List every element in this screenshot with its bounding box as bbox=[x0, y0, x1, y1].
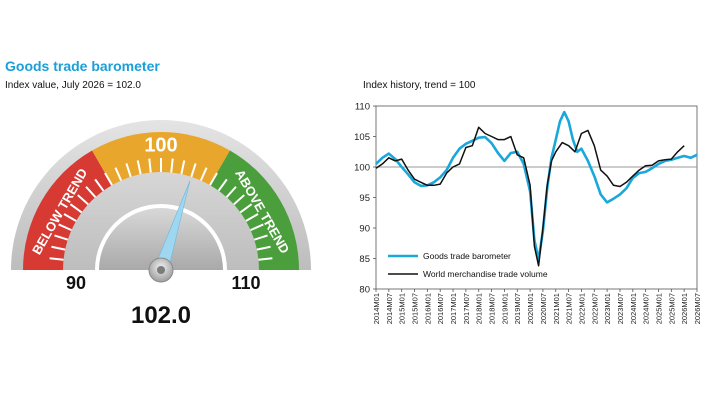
gauge-tick bbox=[180, 160, 186, 175]
y-tick-label: 110 bbox=[355, 102, 370, 113]
y-tick-label: 85 bbox=[359, 254, 370, 265]
gauge-max-label: 110 bbox=[231, 273, 260, 293]
x-tick-label: 2021M07 bbox=[565, 293, 574, 324]
x-tick-label: 2014M01 bbox=[372, 293, 381, 324]
x-tick-label: 2018M01 bbox=[475, 293, 484, 324]
gauge-tick bbox=[148, 158, 152, 173]
gauge-band-above-trend bbox=[209, 150, 299, 270]
gauge-tick bbox=[217, 178, 228, 192]
x-tick-label: 2024M07 bbox=[642, 293, 651, 324]
gauge-tick bbox=[49, 257, 64, 261]
gauge-tick bbox=[85, 186, 97, 198]
page-title: Goods trade barometer bbox=[5, 58, 160, 74]
x-tick-label: 2016M01 bbox=[423, 293, 432, 324]
x-tick-label: 2023M07 bbox=[616, 293, 625, 324]
x-tick-label: 2023M01 bbox=[603, 293, 612, 324]
gauge-inner-dial bbox=[99, 208, 223, 270]
line-chart-title: Index history, trend = 100 bbox=[363, 80, 476, 91]
gauge-tick bbox=[63, 213, 77, 222]
x-tick-label: 2019M07 bbox=[513, 293, 522, 324]
gauge-tick bbox=[69, 203, 83, 214]
gauge-band-label: 100 bbox=[144, 134, 177, 156]
x-tick-label: 2026M07 bbox=[693, 293, 702, 324]
gauge-tick bbox=[233, 194, 245, 206]
x-tick-label: 2015M07 bbox=[411, 293, 420, 324]
plot-frame bbox=[375, 105, 698, 290]
gauge-tick bbox=[77, 194, 89, 206]
x-tick-label: 2019M01 bbox=[500, 293, 509, 324]
gauge-hub-dot bbox=[157, 266, 165, 274]
gauge-tick bbox=[58, 223, 72, 232]
y-tick-label: 90 bbox=[359, 224, 370, 235]
x-tick-label: 2022M01 bbox=[577, 293, 586, 324]
x-tick-label: 2025M07 bbox=[667, 293, 676, 324]
gauge-tick bbox=[51, 245, 66, 251]
gauge-tick bbox=[256, 245, 271, 251]
legend-label: Goods trade barometer bbox=[423, 251, 511, 261]
gauge-tick bbox=[170, 158, 174, 173]
gauge-tick bbox=[253, 234, 268, 241]
x-tick-label: 2020M07 bbox=[539, 293, 548, 324]
x-tick-label: 2025M01 bbox=[654, 293, 663, 324]
gauge-tick bbox=[258, 257, 273, 261]
gauge-tick bbox=[54, 234, 69, 241]
series-line-world-merchandise-trade-volume bbox=[375, 126, 685, 267]
y-tick-label: 100 bbox=[354, 163, 370, 174]
legend-label: World merchandise trade volume bbox=[423, 269, 548, 279]
gauge-band-below-trend bbox=[23, 150, 113, 270]
gauge-tick bbox=[104, 172, 113, 186]
series-line-goods-trade-barometer bbox=[375, 110, 698, 261]
x-tick-label: 2015M01 bbox=[398, 293, 407, 324]
x-tick-label: 2022M07 bbox=[590, 293, 599, 324]
gauge-tick bbox=[94, 178, 105, 192]
y-tick-label: 105 bbox=[354, 132, 370, 143]
gauge-tick bbox=[209, 172, 218, 186]
x-tick-label: 2021M01 bbox=[552, 293, 561, 324]
gauge-tick bbox=[199, 167, 208, 181]
y-tick-label: 95 bbox=[359, 193, 370, 204]
x-tick-label: 2024M01 bbox=[629, 293, 638, 324]
page-subtitle: Index value, July 2026 = 102.0 bbox=[5, 80, 141, 91]
gauge-tick bbox=[250, 223, 264, 232]
gauge-tick bbox=[239, 203, 253, 214]
x-tick-label: 2017M01 bbox=[449, 293, 458, 324]
gauge-value-label: 102.0 bbox=[131, 302, 191, 329]
x-tick-label: 2016M07 bbox=[436, 293, 445, 324]
y-tick-label: 80 bbox=[359, 285, 370, 296]
gauge-min-label: 90 bbox=[66, 273, 86, 293]
x-tick-label: 2017M07 bbox=[462, 293, 471, 324]
gauge-tick bbox=[125, 163, 132, 178]
gauge-tick bbox=[114, 167, 123, 181]
gauge-tick bbox=[245, 213, 259, 222]
gauge-tick bbox=[190, 163, 197, 178]
x-tick-label: 2026M01 bbox=[680, 293, 689, 324]
x-tick-label: 2014M07 bbox=[385, 293, 394, 324]
x-tick-label: 2018M07 bbox=[488, 293, 497, 324]
gauge-tick bbox=[225, 186, 237, 198]
x-tick-label: 2020M01 bbox=[526, 293, 535, 324]
gauge-tick bbox=[136, 160, 142, 175]
